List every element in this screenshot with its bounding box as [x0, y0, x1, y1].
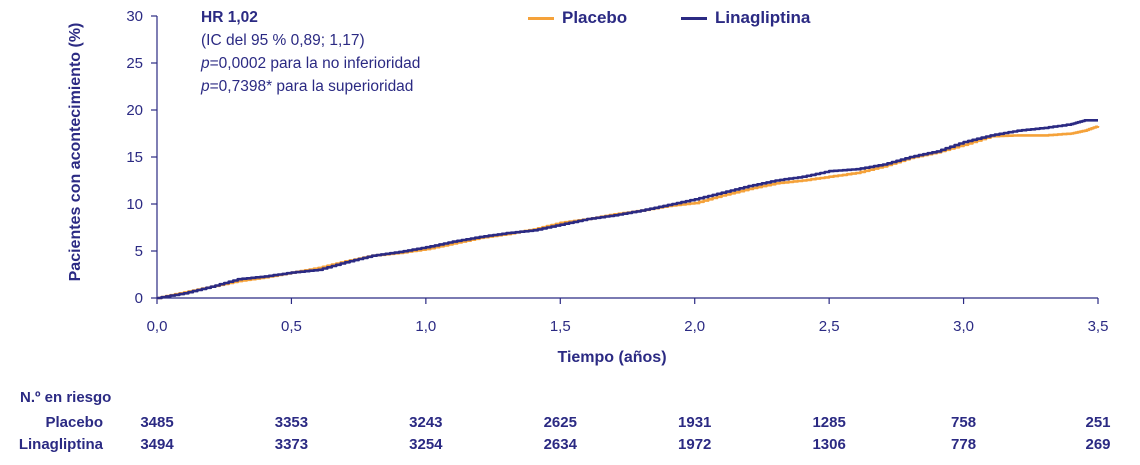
- confidence-interval: (IC del 95 % 0,89; 1,17): [201, 32, 365, 49]
- risk-count-linagliptina: 269: [1085, 436, 1111, 453]
- x-tick-label: 0,0: [147, 318, 168, 335]
- p-symbol: p: [201, 78, 210, 95]
- risk-count-placebo: 3353: [274, 414, 309, 431]
- risk-row-label-linagliptina: Linagliptina: [18, 436, 103, 453]
- hazard-ratio-annotation: HR 1,02 (IC del 95 % 0,89; 1,17) p=0,000…: [201, 6, 420, 98]
- legend-item-placebo: Placebo: [528, 8, 627, 28]
- y-tick-label: 0: [135, 290, 143, 307]
- hazard-ratio: HR 1,02: [201, 9, 258, 26]
- y-tick-label: 25: [126, 55, 143, 72]
- linagliptina-swatch: [681, 16, 707, 20]
- chart-series: [157, 119, 1100, 300]
- x-tick-label: 1,5: [550, 318, 571, 335]
- p-value-text: =0,7398* para la superioridad: [209, 78, 414, 95]
- x-tick-label: 2,0: [684, 318, 705, 335]
- y-tick-label: 20: [126, 102, 143, 119]
- y-tick-label: 5: [135, 243, 143, 260]
- x-axis-title: Tiempo (años): [557, 349, 666, 366]
- p-value-text: =0,0002 para la no inferioridad: [209, 55, 421, 72]
- placebo-swatch: [528, 16, 554, 20]
- p-value-superiority: p=0,7398* para la superioridad: [201, 75, 420, 98]
- x-tick-label: 2,5: [819, 318, 840, 335]
- risk-count-placebo: 758: [951, 414, 977, 431]
- legend-label-linagliptina: Linagliptina: [715, 8, 811, 27]
- x-tick-label: 3,0: [953, 318, 974, 335]
- p-value-noninferiority: p=0,0002 para la no inferioridad: [201, 52, 420, 75]
- risk-count-placebo: 3243: [409, 414, 443, 431]
- risk-count-placebo: 3485: [140, 414, 174, 431]
- series-line-linagliptina: [157, 119, 1098, 300]
- y-tick-label: 10: [126, 196, 143, 213]
- x-tick-label: 0,5: [281, 318, 302, 335]
- risk-count-linagliptina: 3494: [140, 436, 174, 453]
- p-symbol: p: [201, 55, 210, 72]
- risk-table-title: N.º en riesgo: [20, 389, 112, 406]
- x-tick-label: 3,5: [1088, 318, 1109, 335]
- y-axis-title: Pacientes con acontecimiento (%): [67, 23, 84, 282]
- risk-count-linagliptina: 778: [951, 436, 977, 453]
- risk-row-label-placebo: Placebo: [45, 414, 103, 431]
- risk-count-placebo: 251: [1085, 414, 1111, 431]
- risk-count-linagliptina: 1972: [678, 436, 712, 453]
- risk-count-linagliptina: 2634: [543, 436, 577, 453]
- risk-count-linagliptina: 3254: [409, 436, 443, 453]
- risk-count-placebo: 1285: [812, 414, 846, 431]
- x-tick-label: 1,0: [415, 318, 436, 335]
- y-tick-label: 30: [126, 8, 143, 25]
- risk-count-linagliptina: 1306: [812, 436, 846, 453]
- legend-label-placebo: Placebo: [562, 8, 628, 27]
- y-tick-label: 15: [126, 149, 143, 166]
- risk-count-linagliptina: 3373: [274, 436, 309, 453]
- legend-item-linagliptina: Linagliptina: [681, 8, 810, 28]
- chart-ticks: 0 5 10 15 20 25 30 0,0 0,5 1,0 1,5 2,0 2,5 3,0 3,5: [126, 8, 1108, 335]
- risk-count-placebo: 2625: [543, 414, 577, 431]
- risk-count-placebo: 1931: [678, 414, 712, 431]
